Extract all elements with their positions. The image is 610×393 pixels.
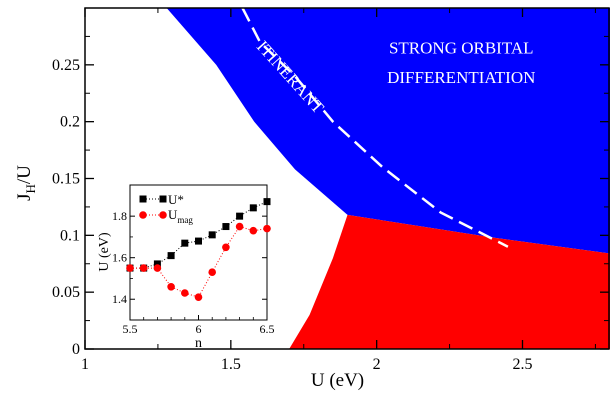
inset-axis-ticks: 5.5 6 6.5 1.4 1.6 1.8 [112,209,275,336]
inset-y-tick-label: 1.4 [112,292,127,306]
data-point-u-star [195,237,202,245]
x-axis-title: U (eV) [311,370,364,391]
data-point-u-star [153,260,161,268]
data-point-u-mag [153,264,162,272]
legend-entry-u-star: U* [139,192,184,207]
inset-y-tick-label: 1.6 [112,251,127,265]
y-axis-title-main: J [14,193,35,200]
inset-x-axis-title: n [195,336,202,351]
y-tick-label: 0.1 [60,227,80,244]
y-tick-label: 0.2 [60,114,80,131]
data-point-u-mag [263,224,271,233]
data-point-u-mag [139,264,148,272]
y-axis-title-tail: /U [14,165,35,184]
legend-label-u-mag: Umag [168,207,193,225]
x-tick-label: 1.5 [221,356,241,373]
data-point-u-star [236,212,244,220]
inset-plot: 5.5 6 6.5 1.4 1.6 1.8 n U (eV) U* Umag [97,184,275,351]
y-tick-label: 0.25 [52,57,80,74]
data-point-u-star [167,252,175,260]
data-point-u-star [208,231,216,239]
blue-region [166,8,610,254]
data-point-u-mag [167,282,175,291]
data-point-u-star [263,198,271,206]
legend-label-u-mag-main: U [168,207,178,222]
data-point-u-mag [208,268,216,277]
y-tick-label: 0.05 [52,284,80,301]
strong-orbital-label: STRONG ORBITAL [389,38,534,57]
inset-y-tick-label: 1.8 [112,209,127,223]
legend-label-u-mag-sub: mag [177,215,193,225]
main-axis-ticks: 1 1.5 2 2.5 0 0.05 0.1 0.15 0.2 0.25 [52,8,609,373]
data-point-u-mag [222,243,230,252]
data-point-u-mag [235,222,244,231]
differentiation-label: DIFFERENTIATION [387,68,535,87]
y-tick-label: 0.15 [52,171,80,188]
inset-series [126,198,271,301]
red-region [289,214,610,349]
inset-x-tick-label: 5.5 [123,322,138,336]
dashed-boundary-line [241,7,509,248]
main-plot: ITINERANT STRONG ORBITAL DIFFERENTIATION… [14,7,610,391]
inset-x-tick-label: 6.5 [260,322,275,336]
legend-marker-u-star [139,195,147,203]
x-tick-label: 2 [373,356,381,373]
legend-entry-u-mag: Umag [139,207,193,225]
inset-legend: U* Umag [139,192,193,225]
x-tick-label: 1 [81,356,89,373]
data-point-u-star [249,204,257,212]
data-point-u-star [222,223,230,231]
legend-marker-u-mag [159,211,167,219]
y-tick-label: 0 [72,341,80,358]
y-axis-title: JH/U [14,165,38,201]
data-point-u-mag [126,264,134,272]
legend-marker-u-mag [139,211,147,219]
data-point-u-star [181,239,189,247]
legend-label-u-star: U* [168,192,184,207]
inset-x-tick-label: 6 [196,322,202,336]
legend-marker-u-star [159,195,167,203]
inset-y-axis-title: U (eV) [97,232,112,272]
y-axis-title-subscript: H [23,184,38,193]
data-point-u-mag [194,293,203,301]
phase-regions [166,8,610,349]
data-point-u-mag [249,226,258,235]
data-point-u-mag [181,289,189,297]
x-tick-label: 2.5 [513,356,533,373]
